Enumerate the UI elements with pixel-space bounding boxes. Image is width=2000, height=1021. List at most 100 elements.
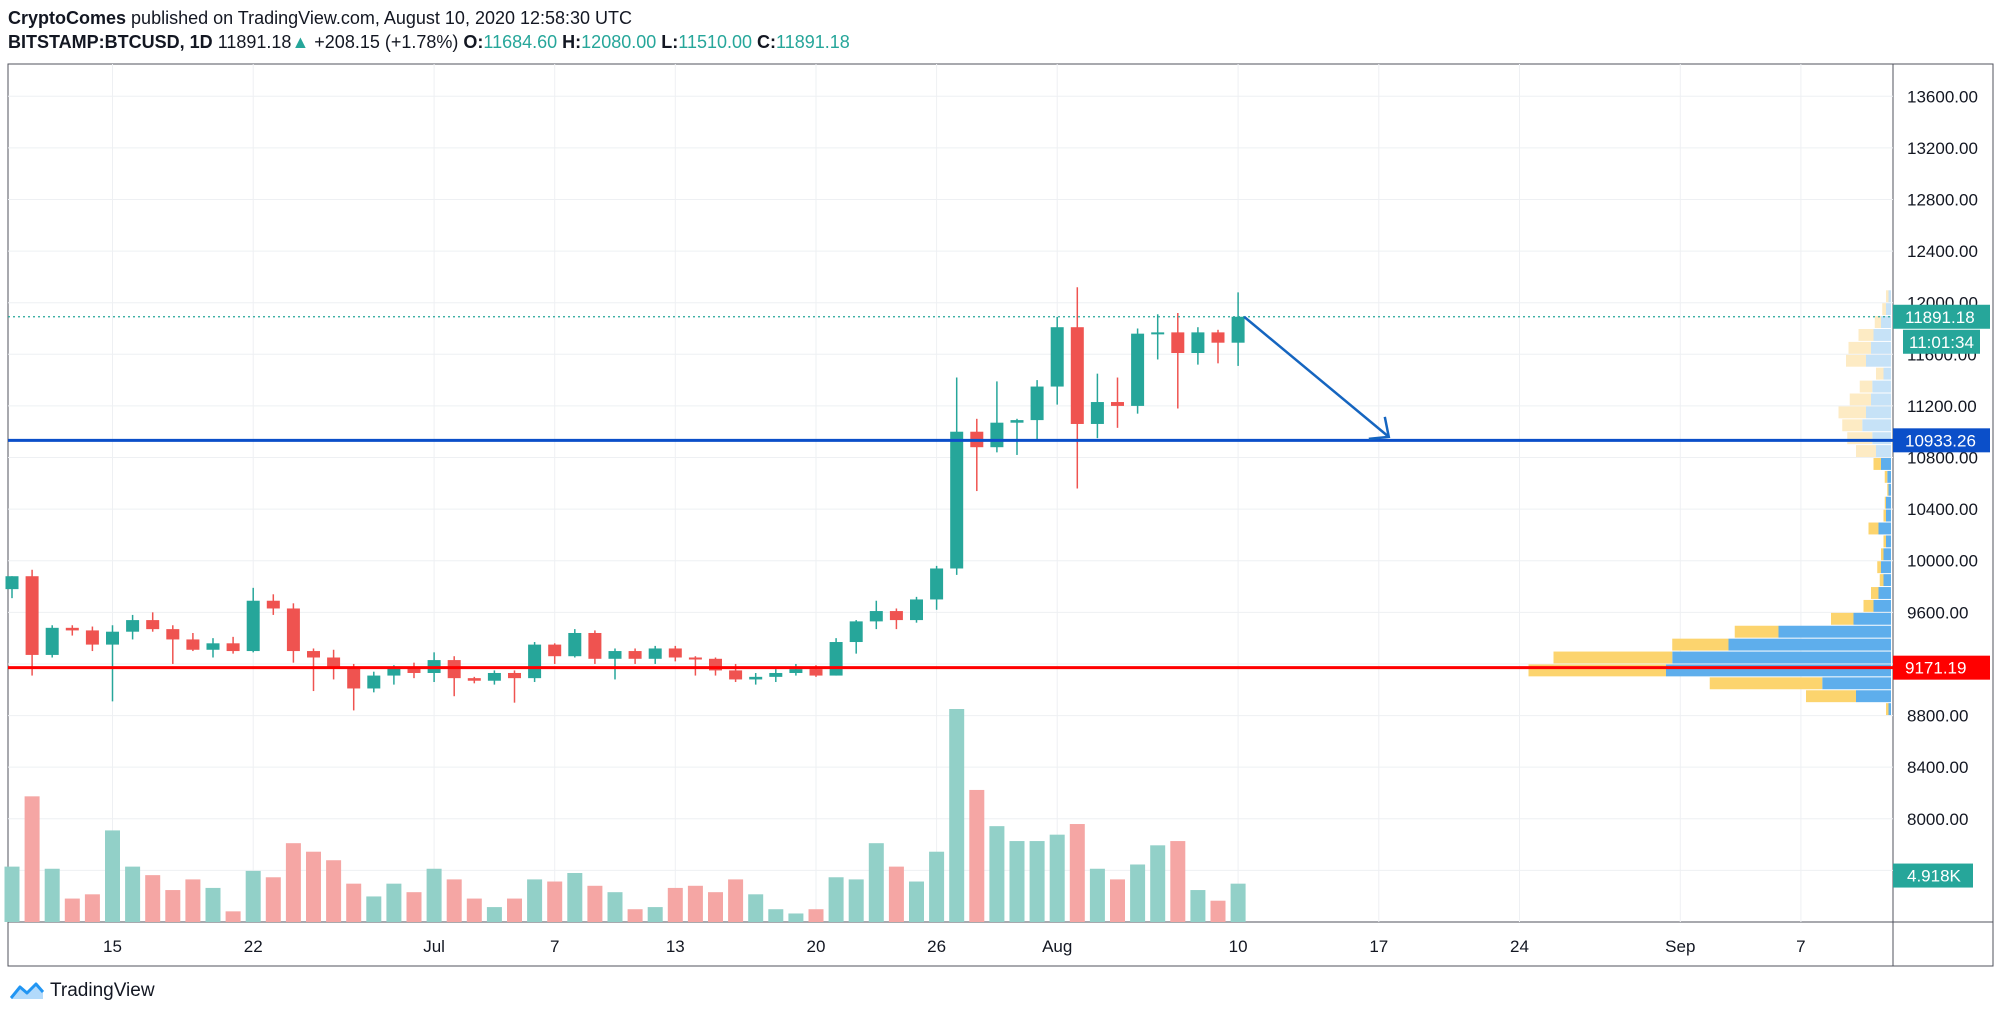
price-change: +208.15 (+1.78%) [314,32,459,52]
price-axis[interactable]: 13600.0013200.0012800.0012400.0012000.00… [1907,87,1978,880]
volume-bar [607,892,623,922]
candle-body [869,611,883,622]
volume-profile-up [1528,664,1666,677]
volume-bar [507,898,522,922]
chart-grid [7,63,1994,967]
resistance-price-label: 10933.26 [1905,431,1976,450]
volume-bar [969,789,985,922]
volume-profile-up [1847,432,1873,445]
time-tick-label: 24 [1510,937,1529,956]
time-tick-label: 15 [103,937,122,956]
price-chart[interactable]: 13600.0013200.0012800.0012400.0012000.00… [0,0,2000,980]
volume-bar [486,907,502,922]
candle-body [1111,402,1124,406]
volume-bar [1069,824,1085,922]
candle-body [990,422,1004,448]
price-tick-label: 9600.00 [1907,603,1968,622]
brand-name: TradingView [50,980,155,1001]
candle-body [65,627,79,631]
author-name[interactable]: CryptoComes [8,8,127,28]
volume-profile-up [1868,522,1879,535]
last-price: 11891.18 [217,32,292,52]
candle-body [709,658,722,671]
open-value: 11684.60 [483,32,558,52]
candle-body [1171,332,1185,354]
volume-profile-up [1876,367,1884,380]
horizontal-lines[interactable] [8,316,1893,670]
tradingview-logo-icon [10,982,44,999]
volume-profile-down [1883,548,1891,561]
candle-body [729,670,743,680]
volume-profile-up [1873,458,1881,470]
trend-arrow[interactable] [1243,315,1391,441]
volume-bar [1170,841,1186,922]
price-tick-label: 8800.00 [1907,707,1968,726]
volume-profile-up [1863,599,1874,612]
time-tick-label: 7 [1796,937,1805,956]
candle-body [226,643,240,652]
time-tick-label: 26 [927,937,946,956]
candle-body [849,621,863,643]
price-tick-label: 13600.00 [1907,87,1978,106]
close-label: C: [757,32,777,52]
price-tick-label: 8000.00 [1907,810,1968,829]
candle-body [126,620,140,632]
candle-body [347,667,361,689]
volume-profile-up [1882,303,1886,316]
resistance-price-tag [1893,428,1990,453]
volume-profile-up [1709,677,1823,690]
countdown-label: 11:01:34 [1909,333,1974,352]
candle-body [45,627,59,655]
candle-body [1090,402,1104,424]
volume-bar [1089,868,1105,922]
time-tick-label: 22 [244,937,263,956]
publish-info: published on TradingView.com, August 10,… [131,8,633,28]
time-axis[interactable]: 15 22 Jul 7 13 20 26 Aug 10 17 24 Sep 7 [103,937,1806,956]
volume-bar [1150,845,1166,922]
volume-profile-down [1672,651,1891,664]
candle-body [85,630,99,645]
price-tick-label: 8400.00 [1907,758,1968,777]
price-tick-label: 13200.00 [1907,139,1978,158]
candle-body [387,666,401,676]
volume-profile-up [1859,380,1873,393]
volume-bar [245,870,261,922]
volume-profile-down [1666,664,1891,677]
candle-body [769,672,783,677]
candle-body [286,608,300,652]
price-tick-label: 12400.00 [1907,242,1978,261]
support-price-tag [1893,655,1990,680]
candle-body [327,657,341,668]
trend-arrow-shaft [1243,315,1390,438]
volume-profile-up [1838,406,1866,419]
candle-body [950,431,964,569]
candle-body [588,632,602,659]
symbol-label[interactable]: BITSTAMP:BTCUSD, 1D [8,32,213,52]
volume-bar [265,877,281,922]
volume-profile-down [1822,677,1891,690]
price-tick-label: 12800.00 [1907,190,1978,209]
volume-profile-down [1728,638,1891,651]
candle-body [1010,420,1024,423]
volume-profile-down [1886,535,1891,548]
footer-brand[interactable]: TradingView [10,980,155,1002]
chart-frame [7,63,1994,967]
volume-bar [1230,883,1246,922]
volume-profile-up [1831,612,1854,625]
volume-bar [446,879,462,922]
volume-profile-down [1878,587,1891,599]
volume-bar [828,877,844,922]
volume-bar [949,709,965,922]
volume-profile-down [1883,367,1891,380]
volume-bar [1009,841,1025,922]
volume-profile-down [1887,470,1891,483]
volume-profile-down [1888,483,1891,496]
volume-bar [888,866,904,922]
volume-label: 4.918K [1907,867,1962,886]
volume-profile-down [1876,445,1891,458]
volume-profile-up [1871,587,1879,599]
candle-body [749,676,763,680]
candle-body [528,644,542,679]
price-tick-label: 10400.00 [1907,500,1978,519]
candle-body [809,669,823,676]
